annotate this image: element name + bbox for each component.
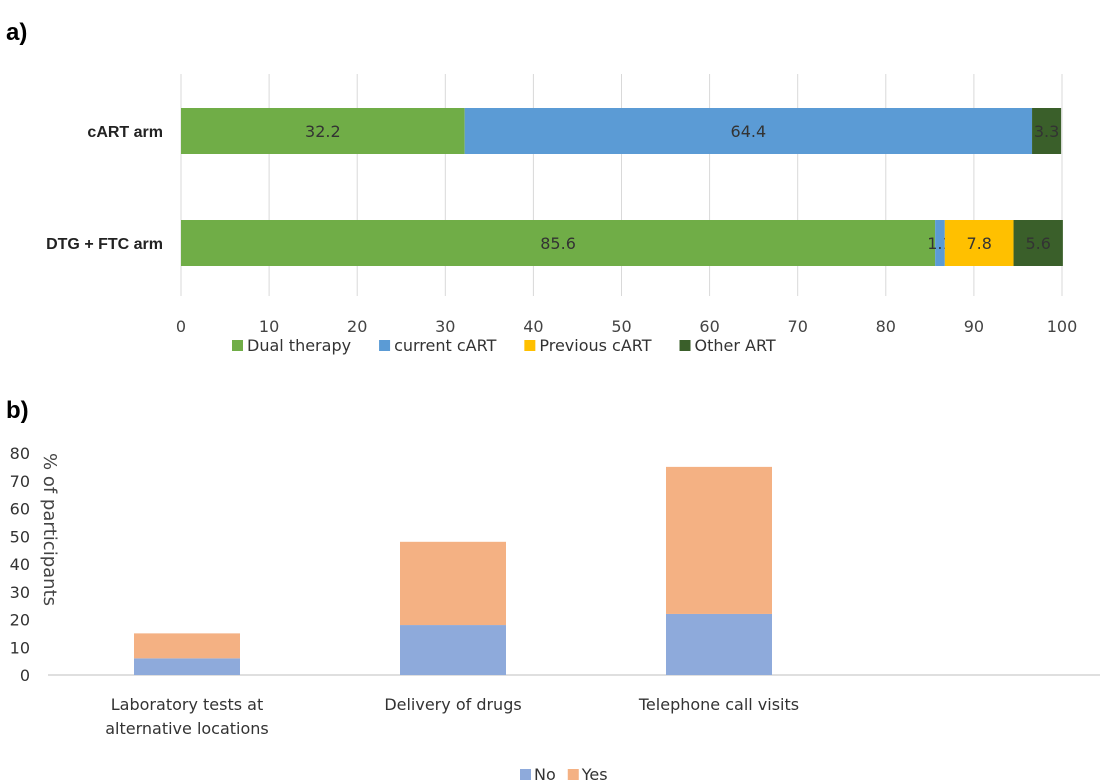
y-tick-label: 0: [20, 666, 30, 685]
legend-entry: current cART: [394, 336, 497, 355]
y-tick-label: 60: [10, 500, 30, 519]
x-tick-label: 40: [523, 317, 543, 336]
x-tick-label: 0: [176, 317, 186, 336]
x-category-label: Laboratory tests at: [111, 695, 263, 714]
x-tick-label: 90: [964, 317, 984, 336]
x-tick-label: 50: [611, 317, 631, 336]
y-tick-label: 30: [10, 583, 30, 602]
bar-segment-current-cart: [935, 220, 945, 266]
data-label: 7.8: [966, 234, 991, 253]
panel-a-label: a): [6, 19, 27, 46]
x-tick-label: 70: [788, 317, 808, 336]
legend-entry: Dual therapy: [247, 336, 351, 355]
bar-segment-dual-therapy: [181, 108, 465, 154]
legend-swatch: [232, 340, 243, 351]
x-tick-label: 30: [435, 317, 455, 336]
data-label: 32.2: [305, 122, 341, 141]
legend-swatch: [520, 769, 531, 780]
bar-segment-other-art: [1013, 220, 1063, 266]
bar-segment-yes: [666, 466, 772, 614]
x-tick-label: 20: [347, 317, 367, 336]
category-label: DTG + FTC arm: [46, 236, 163, 253]
bar-segment-no: [400, 625, 506, 675]
data-label: 5.6: [1025, 234, 1050, 253]
y-tick-label: 50: [10, 527, 30, 546]
x-tick-label: 60: [699, 317, 719, 336]
y-tick-label: 70: [10, 472, 30, 491]
chart-a: 0 10 20 30 40 50 60 70 80 90 100 cART arm 32.2 64.4 3.…: [46, 74, 1077, 355]
x-tick-label: 100: [1047, 317, 1078, 336]
bar-segment-no: [134, 658, 240, 675]
bar-segment-yes: [400, 541, 506, 626]
y-tick-label: 20: [10, 611, 30, 630]
legend-swatch: [679, 340, 691, 351]
bar-segment-no: [666, 613, 772, 675]
legend-swatch: [379, 340, 391, 351]
legend-entry: Other ART: [695, 336, 776, 355]
y-tick-label: 40: [10, 555, 30, 574]
legend-entry: Previous cART: [539, 336, 651, 355]
legend-swatch: [567, 769, 579, 780]
panel-b-label: b): [6, 397, 29, 424]
data-label: 64.4: [731, 122, 767, 141]
legend-entry: No: [534, 765, 556, 784]
legend-b: No Yes: [520, 765, 608, 784]
chart-b: 0 10 20 30 40 50 60 70 80 Laboratory tests at alte…: [10, 444, 1100, 784]
bar-segment-dual-therapy: [181, 220, 936, 266]
category-label: cART arm: [87, 124, 163, 141]
x-category-label: Delivery of drugs: [384, 695, 521, 714]
bar-segment-previous-cart: [944, 220, 1014, 266]
legend-swatch: [524, 340, 536, 351]
bar-segment-current-cart: [464, 108, 1033, 154]
x-tick-label: 10: [259, 317, 279, 336]
bar-segment-yes: [134, 633, 240, 659]
data-label: 3.3: [1034, 122, 1059, 141]
y-tick-label: 80: [10, 444, 30, 463]
bar-segment-other-art: [1032, 108, 1062, 154]
x-category-label: Telephone call visits: [638, 695, 799, 714]
legend-a: Dual therapy current cART Previous cART Oth…: [232, 336, 776, 355]
legend-entry: Yes: [581, 765, 608, 784]
data-label: 85.6: [540, 234, 576, 253]
y-axis-label: % of participants: [39, 453, 60, 606]
x-category-label: alternative locations: [105, 719, 269, 738]
x-tick-label: 80: [876, 317, 896, 336]
y-tick-label: 10: [10, 638, 30, 657]
